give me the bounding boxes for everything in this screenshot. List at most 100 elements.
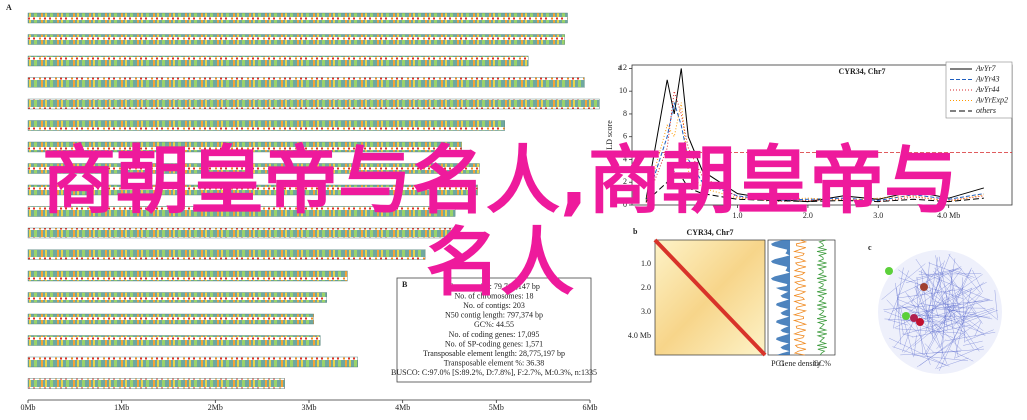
plot-frame — [631, 64, 1013, 206]
chromosome-bar — [27, 249, 426, 260]
stats-box — [396, 277, 592, 383]
stats-line: No. of SP-coding genes: 1,571 — [445, 339, 543, 348]
network-edge — [918, 273, 982, 275]
network-edge — [900, 351, 961, 356]
network-edge — [893, 267, 904, 329]
gc-track — [816, 239, 828, 356]
network-edge — [892, 346, 950, 367]
chromosome-bar — [27, 120, 505, 131]
y-tick-label: 2 — [623, 177, 627, 186]
chromosome-bar — [27, 141, 462, 153]
network-edge — [918, 270, 990, 301]
stats-line: No. of coding genes: 17,095 — [449, 330, 540, 339]
y-tick-label: 3.0 — [641, 307, 651, 316]
network-edge — [881, 263, 926, 300]
network-edge — [907, 294, 962, 351]
network-edge — [925, 304, 962, 311]
y-tick-label: 10 — [619, 86, 627, 95]
legend-label: AvYr43 — [975, 74, 1000, 83]
network-edge — [888, 270, 909, 321]
network-edge — [935, 253, 951, 291]
network-edge — [964, 329, 994, 342]
network-edge — [947, 272, 977, 313]
network-edge — [891, 288, 933, 312]
series-line — [645, 91, 984, 203]
network-edge — [934, 301, 964, 309]
network-edge — [914, 287, 935, 335]
x-tick-label: 6Mb — [582, 403, 597, 412]
chromosome-bar — [27, 184, 478, 196]
x-tick-label: 1.0 — [733, 211, 743, 220]
network-edge — [888, 337, 946, 366]
legend-label: AvYr7 — [975, 64, 997, 73]
legend-label: AvYrExp2 — [975, 95, 1008, 104]
y-tick-label: 2.0 — [641, 283, 651, 292]
network-edge — [934, 267, 999, 321]
network-node — [910, 314, 918, 322]
network-edge — [912, 324, 971, 338]
panel-label: c — [868, 243, 872, 252]
network-edge — [895, 282, 904, 335]
network-edge — [919, 319, 981, 366]
network-edge — [896, 288, 901, 345]
network-edge — [901, 306, 966, 333]
network-edge — [924, 267, 972, 356]
chromosome-bar — [27, 270, 348, 282]
network-edge — [944, 309, 995, 328]
network-edge — [927, 257, 938, 322]
chromosome-bar — [27, 313, 314, 325]
legend-label: others — [976, 106, 996, 115]
x-tick-label: 3.0 — [873, 211, 883, 220]
network-edge — [893, 324, 913, 348]
network-edge — [963, 340, 983, 346]
network-edge — [900, 315, 953, 321]
network-edge — [936, 357, 969, 369]
stats-line: BUSCO: C:97.0% [S:89.2%, D:7.8%], F:2.7%… — [391, 368, 597, 377]
chromosome-bar — [27, 356, 358, 368]
network-edge — [952, 269, 975, 278]
network-node — [885, 267, 893, 275]
legend-label: AvYr44 — [975, 85, 1000, 94]
chromosome-bar — [27, 12, 568, 24]
y-axis-label: LD score — [605, 120, 614, 150]
panel-label: b — [633, 227, 638, 236]
chromosome-bar — [27, 227, 459, 239]
y-tick-label: 6 — [623, 132, 627, 141]
chromosome-bar — [27, 335, 321, 346]
heatmap-title: CYR34, Chr7 — [686, 228, 733, 237]
panel-label: a — [618, 63, 622, 72]
network-edge — [928, 262, 972, 279]
y-tick-label: 8 — [623, 109, 627, 118]
chromosome-bar — [27, 34, 565, 45]
chromosome-bar — [27, 77, 585, 88]
x-tick-label: 0Mb — [20, 403, 35, 412]
series-line — [645, 68, 984, 203]
network-edge — [974, 321, 982, 337]
series-line — [645, 102, 984, 202]
network-edge — [929, 313, 976, 334]
network-edge — [921, 304, 944, 339]
chromosome-bar — [27, 206, 456, 217]
network-edge — [916, 268, 959, 279]
network-edge — [944, 298, 989, 309]
network-edge — [911, 294, 916, 303]
network-edge — [948, 254, 980, 293]
network-edge — [970, 307, 983, 324]
network-edge — [897, 299, 984, 334]
y-tick-label: 4.0 Mb — [628, 331, 651, 340]
stats-line: GC%: 44.55 — [474, 320, 514, 329]
x-tick-label: 4Mb — [395, 403, 410, 412]
stats-line: No. of contigs: 203 — [463, 301, 525, 310]
network-edge — [915, 262, 943, 297]
network-edge — [994, 289, 998, 319]
y-tick-label: 1.0 — [641, 259, 651, 268]
chromosome-bar — [27, 98, 600, 110]
network-edge — [912, 354, 969, 362]
chromosome-bar — [27, 163, 480, 174]
gene-density-track — [792, 239, 808, 356]
network-edge — [895, 328, 963, 334]
network-edge — [898, 269, 984, 331]
network-edge — [932, 308, 977, 314]
network-edge — [902, 333, 914, 337]
network-edge — [946, 287, 973, 301]
